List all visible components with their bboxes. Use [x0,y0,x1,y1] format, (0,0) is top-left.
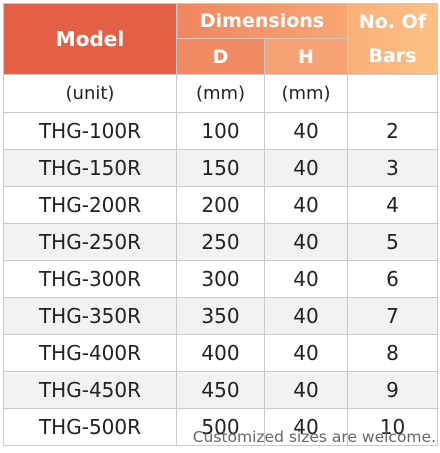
bars-header-line2: Bars [368,45,417,67]
model-header: Model [3,3,177,75]
cell-d: 250 [176,223,265,261]
cell-model: THG-350R [3,297,177,335]
cell-bars: 7 [347,297,438,335]
cell-d: 100 [176,112,265,150]
unit-row: (unit) (mm) (mm) [3,74,438,113]
cell-model: THG-450R [3,371,177,409]
unit-d: (mm) [176,74,265,113]
customization-note: Customized sizes are welcome. [192,428,436,446]
cell-model: THG-200R [3,186,177,224]
cell-model: THG-150R [3,149,177,187]
table-row: THG-200R 200 40 4 [3,186,438,224]
table-body: (unit) (mm) (mm) THG-100R 100 40 2 THG-150R 1… [3,74,438,446]
cell-h: 40 [264,112,348,150]
bars-header-line1: No. Of [358,11,427,33]
cell-bars: 2 [347,112,438,150]
cell-h: 40 [264,408,348,446]
cell-d: 400 [176,334,265,372]
cell-d: 150 [176,149,265,187]
table-row: THG-450R 450 40 9 [3,371,438,409]
cell-h: 40 [264,223,348,261]
table-row: THG-100R 100 40 2 [3,112,438,150]
h-header: H [264,38,348,75]
table-row: THG-350R 350 40 7 [3,297,438,335]
table-row: THG-500R 500 40 10 [3,408,438,446]
spec-table: Model Dimensions No. Of Bars D H (unit) … [3,3,438,446]
cell-d: 200 [176,186,265,224]
cell-h: 40 [264,297,348,335]
dimensions-header: Dimensions [176,3,348,39]
cell-h: 40 [264,334,348,372]
cell-bars: 8 [347,334,438,372]
cell-bars: 3 [347,149,438,187]
cell-model: THG-250R [3,223,177,261]
cell-h: 40 [264,260,348,298]
cell-model: THG-500R [3,408,177,446]
bars-header: No. Of Bars [347,3,438,75]
cell-d: 450 [176,371,265,409]
table-row: THG-150R 150 40 3 [3,149,438,187]
d-header: D [176,38,265,75]
cell-model: THG-300R [3,260,177,298]
cell-model: THG-100R [3,112,177,150]
table-row: THG-400R 400 40 8 [3,334,438,372]
cell-h: 40 [264,186,348,224]
cell-model: THG-400R [3,334,177,372]
cell-d: 350 [176,297,265,335]
cell-bars: 6 [347,260,438,298]
table-row: THG-300R 300 40 6 [3,260,438,298]
unit-bars [347,74,438,113]
unit-model: (unit) [3,74,177,113]
cell-h: 40 [264,149,348,187]
table-row: THG-250R 250 40 5 [3,223,438,261]
unit-h: (mm) [264,74,348,113]
cell-h: 40 [264,371,348,409]
cell-d: 300 [176,260,265,298]
cell-bars: 4 [347,186,438,224]
cell-bars: 10 [347,408,438,446]
cell-bars: 5 [347,223,438,261]
cell-bars: 9 [347,371,438,409]
